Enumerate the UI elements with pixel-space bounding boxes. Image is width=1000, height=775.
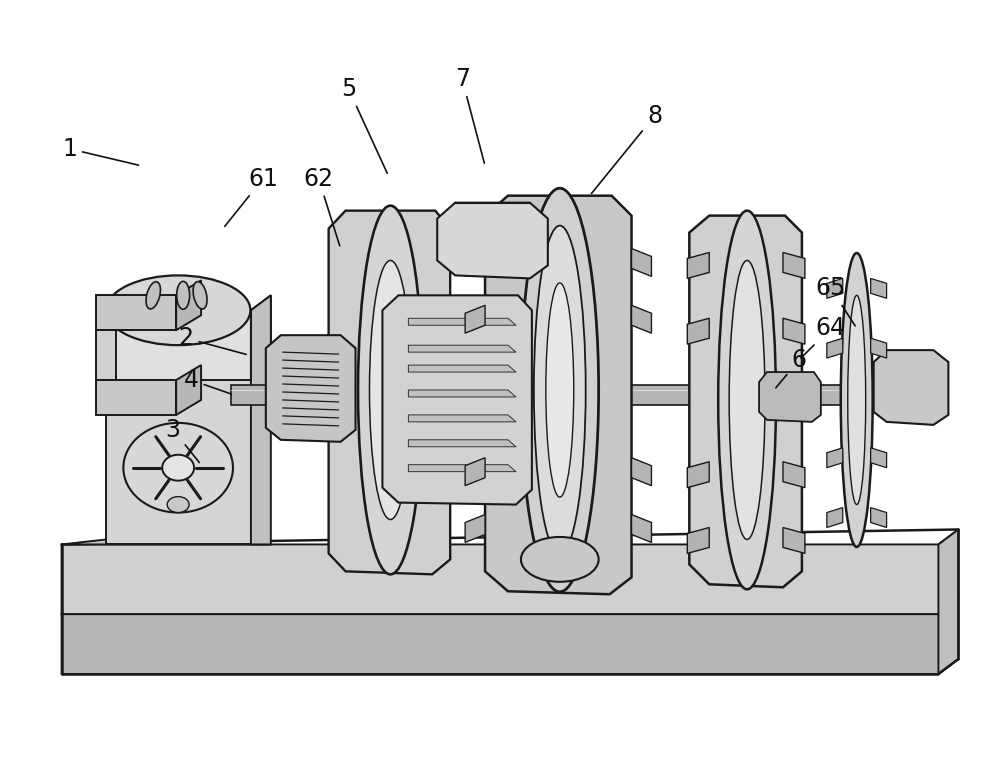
Text: 7: 7: [455, 67, 484, 163]
Polygon shape: [632, 458, 651, 486]
Polygon shape: [874, 350, 948, 425]
Polygon shape: [382, 295, 532, 505]
Polygon shape: [759, 372, 821, 422]
Polygon shape: [871, 508, 887, 528]
Ellipse shape: [123, 423, 233, 512]
Polygon shape: [783, 462, 805, 487]
Polygon shape: [62, 529, 958, 614]
Polygon shape: [465, 249, 485, 277]
Polygon shape: [827, 508, 843, 528]
Polygon shape: [687, 462, 709, 487]
Ellipse shape: [369, 260, 411, 519]
Text: 62: 62: [304, 167, 340, 246]
Ellipse shape: [521, 188, 599, 592]
Polygon shape: [783, 319, 805, 344]
Polygon shape: [465, 305, 485, 333]
Polygon shape: [176, 365, 201, 415]
Polygon shape: [465, 515, 485, 542]
Polygon shape: [687, 253, 709, 278]
Text: 1: 1: [62, 137, 139, 165]
Polygon shape: [408, 390, 516, 397]
Polygon shape: [408, 439, 516, 446]
Ellipse shape: [167, 497, 189, 512]
Text: 8: 8: [591, 104, 662, 194]
Ellipse shape: [848, 295, 866, 505]
Text: 65: 65: [816, 277, 855, 326]
Polygon shape: [62, 539, 271, 544]
Polygon shape: [632, 305, 651, 333]
Polygon shape: [827, 338, 843, 358]
Text: 64: 64: [801, 316, 846, 358]
Polygon shape: [827, 448, 843, 467]
Polygon shape: [266, 336, 356, 442]
Ellipse shape: [162, 455, 194, 480]
Polygon shape: [687, 528, 709, 553]
Text: 61: 61: [225, 167, 278, 226]
Ellipse shape: [841, 253, 873, 547]
Text: 5: 5: [341, 77, 387, 174]
Polygon shape: [106, 295, 271, 380]
Polygon shape: [632, 249, 651, 277]
Polygon shape: [938, 529, 958, 674]
Polygon shape: [408, 465, 516, 472]
Polygon shape: [485, 196, 632, 594]
Text: 3: 3: [166, 418, 199, 463]
Ellipse shape: [718, 211, 776, 589]
Polygon shape: [689, 215, 802, 587]
Polygon shape: [408, 345, 516, 352]
Polygon shape: [251, 295, 271, 544]
Polygon shape: [62, 599, 958, 674]
Polygon shape: [465, 458, 485, 486]
Ellipse shape: [521, 537, 599, 582]
Polygon shape: [408, 365, 516, 372]
Polygon shape: [106, 380, 251, 544]
Ellipse shape: [106, 275, 250, 345]
Ellipse shape: [358, 205, 423, 574]
Ellipse shape: [534, 226, 586, 554]
Ellipse shape: [193, 281, 207, 309]
Polygon shape: [632, 515, 651, 542]
Polygon shape: [827, 278, 843, 298]
Polygon shape: [408, 415, 516, 422]
Ellipse shape: [146, 282, 160, 309]
Polygon shape: [329, 211, 450, 574]
Polygon shape: [176, 281, 201, 330]
Text: 2: 2: [179, 326, 246, 354]
Ellipse shape: [729, 260, 765, 539]
Polygon shape: [96, 295, 176, 330]
Ellipse shape: [177, 281, 190, 309]
Polygon shape: [231, 385, 859, 405]
Polygon shape: [96, 330, 116, 380]
Text: 4: 4: [184, 368, 231, 394]
Polygon shape: [783, 253, 805, 278]
Polygon shape: [96, 380, 176, 415]
Polygon shape: [871, 278, 887, 298]
Polygon shape: [783, 528, 805, 553]
Polygon shape: [871, 338, 887, 358]
Ellipse shape: [546, 283, 574, 497]
Polygon shape: [687, 319, 709, 344]
Polygon shape: [437, 203, 548, 278]
Polygon shape: [871, 448, 887, 467]
Polygon shape: [408, 319, 516, 326]
Text: 6: 6: [776, 348, 806, 388]
